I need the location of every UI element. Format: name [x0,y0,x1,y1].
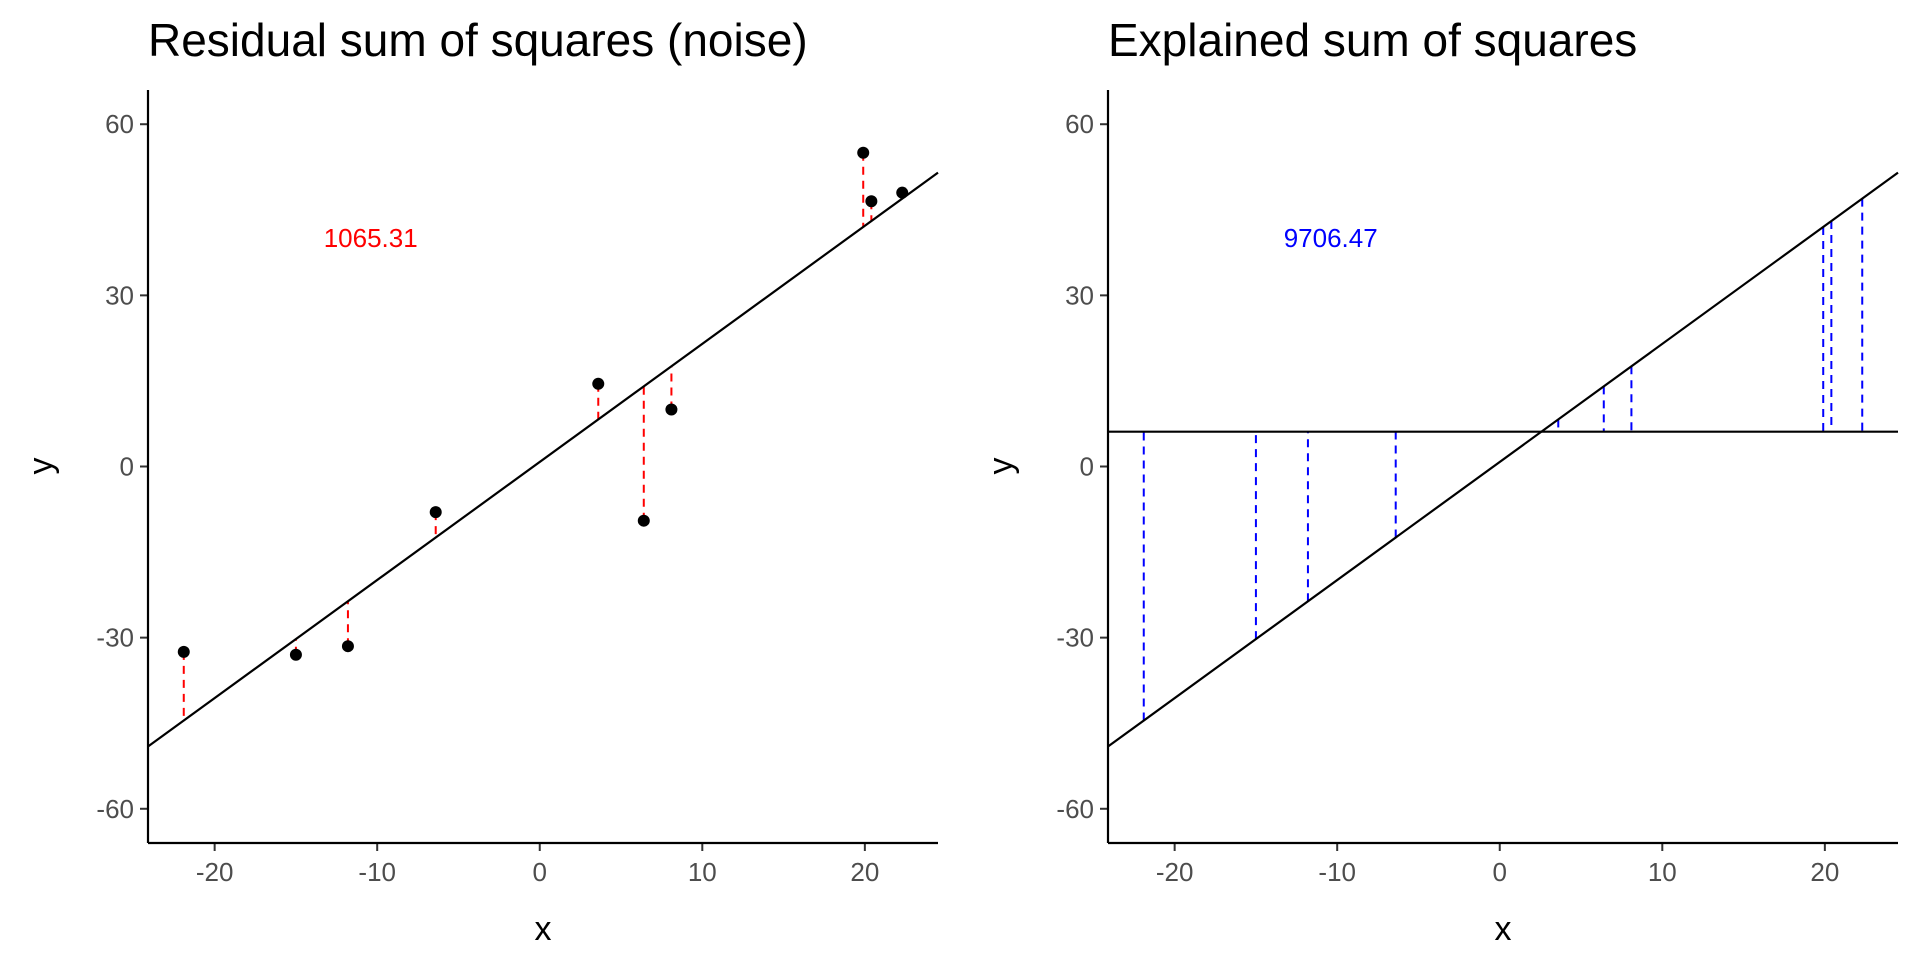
x-tick-label: 20 [850,857,879,887]
y-tick-label: 30 [1065,280,1094,310]
y-tick-label: -30 [1056,623,1094,653]
y-tick-label: 60 [1065,109,1094,139]
x-tick-label: -10 [1318,857,1356,887]
data-point [637,514,650,527]
x-tick-label: 0 [533,857,547,887]
y-tick-label: 0 [1080,452,1094,482]
panel-title: Residual sum of squares (noise) [148,14,808,66]
x-tick-label: 20 [1810,857,1839,887]
panel-residual: Residual sum of squares (noise) x y -20-… [22,14,939,948]
rss-value-label: 1065.31 [324,223,418,253]
fit-line [147,171,939,748]
data-point [665,403,678,416]
x-axis-label: x [1495,910,1512,948]
x-ticks: -20 -10 0 10 20 [196,843,879,887]
x-tick-label: 0 [1493,857,1507,887]
panel-title: Explained sum of squares [1108,14,1637,66]
data-point [289,648,302,661]
explained-segments [1142,198,1864,721]
data-point [592,377,605,390]
x-tick-label: -20 [196,857,234,887]
panel-explained: Explained sum of squares x y -20 -10 0 10 20… [982,14,1899,948]
data-points [177,146,909,661]
residual-segments [182,152,904,721]
data-point [865,195,878,208]
y-tick-label: 30 [105,280,134,310]
y-axis-label: y [982,458,1020,475]
regression-lines [147,171,939,748]
ess-value-label: 9706.47 [1284,223,1378,253]
x-tick-label: -20 [1156,857,1194,887]
y-tick-label: -60 [1056,794,1094,824]
y-tick-label: -30 [96,623,134,653]
x-tick-label: 10 [688,857,717,887]
data-point [429,506,442,519]
x-tick-label: -10 [358,857,396,887]
x-tick-label: 10 [1648,857,1677,887]
data-point [177,645,190,658]
axes [1106,90,1898,845]
y-ticks: -60 -30 0 30 60 [96,109,148,824]
y-tick-label: -60 [96,794,134,824]
x-axis-label: x [535,910,552,948]
fit-line [1107,171,1899,748]
data-point [896,186,909,199]
y-ticks: -60 -30 0 30 60 [1056,109,1108,824]
data-point [857,146,870,159]
x-ticks: -20 -10 0 10 20 [1156,843,1839,887]
data-point [341,640,354,653]
y-axis-label: y [22,458,60,475]
regression-lines [1107,171,1899,748]
y-tick-label: 60 [105,109,134,139]
axes [146,90,938,845]
y-tick-label: 0 [120,452,134,482]
